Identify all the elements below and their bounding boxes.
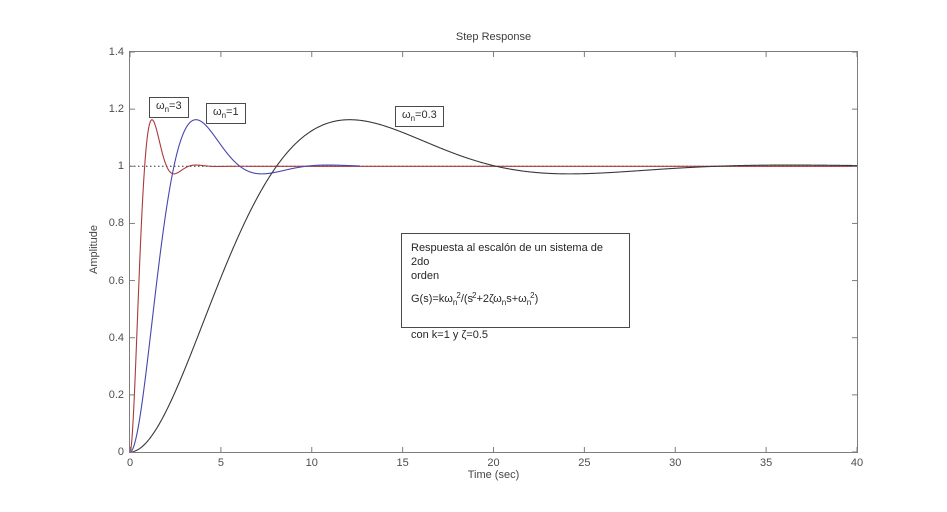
- curve-omega_n=1: [130, 119, 361, 452]
- formula-token: n: [501, 298, 507, 307]
- formula-token: /(s: [460, 293, 474, 305]
- formula-token: n: [221, 111, 227, 120]
- y-tick-label: 0.8: [108, 217, 124, 230]
- y-tick-label: 0: [117, 446, 124, 458]
- y-tick-label: 1.4: [108, 46, 124, 58]
- x-tick-label: 10: [305, 457, 318, 469]
- formula-token: n: [410, 114, 416, 123]
- y-tick-label: 0.2: [108, 388, 124, 401]
- formula-token: ): [534, 293, 539, 305]
- x-tick-label: 5: [217, 457, 224, 469]
- y-tick-label: 1: [117, 160, 124, 173]
- x-tick-label: 0: [126, 457, 134, 469]
- x-tick-label: 15: [396, 457, 409, 469]
- x-tick-label: 30: [669, 457, 682, 469]
- annotation-info-box: Respuesta al escalón de un sistema de 2d…: [401, 233, 630, 341]
- y-tick-label: 0.4: [108, 331, 124, 344]
- curve-omega_n=3: [130, 119, 857, 452]
- info-line-1: Respuesta al escalón de un sistema de 2d…: [411, 242, 604, 268]
- plot-svg: [130, 52, 857, 452]
- formula-token: 2: [472, 291, 477, 300]
- formula-token: ω: [156, 100, 165, 112]
- x-tick-label: 20: [487, 457, 500, 469]
- formula-token: 2: [456, 291, 461, 300]
- formula-token: =0.3: [415, 109, 437, 121]
- formula-token: ω: [402, 109, 411, 121]
- formula-token: n: [452, 298, 458, 307]
- formula-token: s+ω: [506, 293, 527, 305]
- y-tick-label: 1.2: [108, 103, 124, 116]
- formula-token: G(s)=kω: [411, 293, 453, 305]
- x-tick-label: 40: [850, 457, 864, 469]
- curve-label-omega_n=1: ωn=1: [206, 103, 246, 124]
- curve-label-omega_n=0.3: ωn=0.3: [395, 106, 444, 127]
- formula-token: n: [164, 105, 170, 114]
- chart-title: Step Response: [455, 31, 532, 43]
- formula-token: n: [526, 298, 532, 307]
- formula-token: =3: [169, 100, 182, 112]
- formula-token: =1: [226, 106, 239, 118]
- info-line-2: orden: [411, 270, 440, 282]
- formula-token: +2ζω: [476, 293, 502, 305]
- formula-token: 2: [530, 291, 535, 300]
- y-tick-label: 0.6: [108, 274, 124, 287]
- curve-label-omega_n=3: ωn=3: [149, 97, 189, 118]
- x-tick-label: 25: [578, 457, 591, 469]
- x-tick-label: 35: [760, 457, 773, 469]
- info-closing-line: con k=1 y ζ=0.5: [411, 329, 489, 341]
- curve-omega_n=0.3: [130, 119, 857, 452]
- x-axis-label: Time (sec): [467, 469, 520, 481]
- formula-token: ω: [213, 106, 222, 118]
- transfer-function-formula: G(s)=kωn2/(s2+2ζωns+ωn2): [411, 289, 620, 310]
